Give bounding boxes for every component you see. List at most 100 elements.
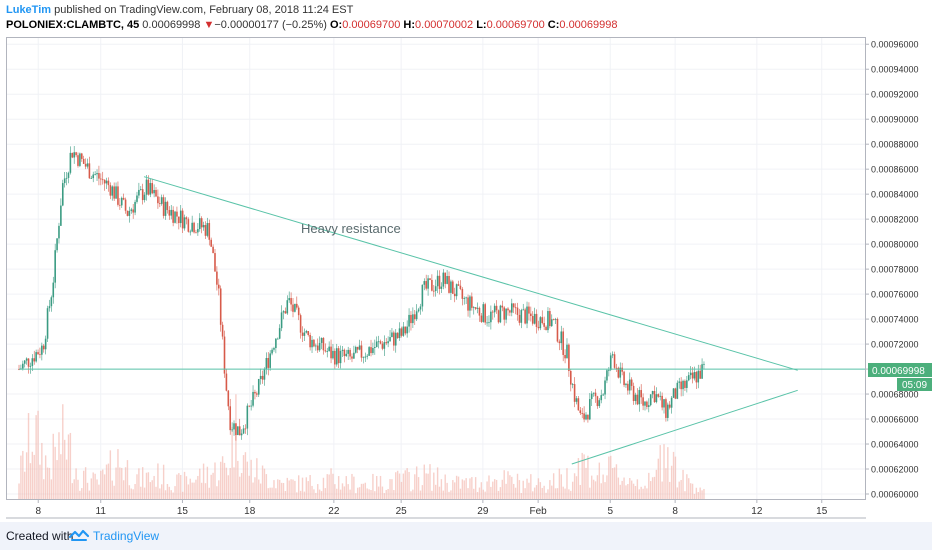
volume-bar (58, 432, 60, 499)
candle-body (219, 288, 222, 325)
candle-body (113, 186, 115, 199)
volume-bar (299, 490, 302, 499)
candle-body (512, 303, 515, 308)
candle-body (579, 410, 582, 414)
volume-bar (298, 475, 300, 499)
candle-body (533, 313, 536, 324)
candle-body (238, 426, 241, 436)
volume-bar (117, 449, 119, 499)
annotation-heavy-resistance[interactable]: Heavy resistance (301, 221, 401, 236)
candle-body (139, 189, 142, 190)
volume-bar (444, 474, 446, 499)
volume-bar (402, 473, 405, 499)
volume-bar (425, 473, 427, 499)
candle-body (27, 358, 30, 367)
volume-bar (377, 486, 380, 499)
author-link[interactable]: LukeTim (6, 4, 52, 16)
candle-body (511, 303, 513, 313)
candle-body (402, 326, 405, 336)
candle-body (432, 290, 435, 292)
volume-bar (46, 467, 49, 499)
tradingview-logo-icon[interactable] (69, 527, 89, 543)
candle-body (573, 384, 576, 402)
volume-bar (554, 488, 557, 499)
candle-body (550, 319, 553, 327)
candle-body (653, 391, 656, 403)
candle-body (659, 395, 662, 397)
candle-body (318, 342, 321, 351)
candle-body (444, 272, 447, 284)
price-axis[interactable]: 0.00060000 0.00062000 0.00064000 0.00066000… (865, 40, 919, 500)
volume-bar (545, 492, 547, 499)
candle-body (642, 397, 644, 406)
candle-body (693, 372, 696, 379)
candle-body (214, 253, 216, 272)
candle-body (615, 367, 618, 369)
volume-bar (271, 487, 273, 499)
candle-body (503, 307, 505, 320)
candle-body (680, 381, 682, 390)
tradingview-brand-link[interactable]: TradingView (93, 529, 160, 543)
volume-bar (457, 476, 460, 499)
volume-bar (665, 468, 667, 499)
volume-bar (140, 486, 142, 499)
volume-bar (322, 477, 325, 499)
candle-body (288, 298, 290, 301)
volume-bar (37, 410, 39, 499)
candle-body (278, 328, 281, 339)
price-chart[interactable]: 0.00060000 0.00062000 0.00064000 0.00066000… (0, 0, 932, 522)
candle-body (699, 370, 701, 379)
volume-bar (273, 480, 275, 499)
volume-bar (288, 480, 290, 499)
candle-body (187, 219, 190, 232)
symbol-label[interactable]: POLONIEX:CLAMBTC, 45 (6, 19, 140, 31)
volume-bar (528, 482, 530, 499)
volume-bar (353, 476, 355, 499)
candle-body (155, 189, 157, 197)
volume-bar (684, 491, 686, 499)
candle-body (687, 375, 690, 381)
volume-bar (54, 446, 56, 499)
trendlines[interactable] (19, 176, 865, 465)
low-value: 0.00069700 (486, 19, 545, 31)
volume-bar (431, 490, 433, 499)
candle-body (117, 186, 119, 205)
price-tick-label: 0.00096000 (871, 40, 919, 50)
volume-bar (362, 483, 365, 499)
price-tick-label: 0.00080000 (871, 240, 919, 250)
candle-body (181, 210, 184, 229)
volume-bar (381, 486, 384, 499)
candle-body (372, 348, 374, 354)
volume-bar (535, 485, 538, 499)
volume-bar (663, 444, 665, 499)
footer-bar: Created with TradingView (0, 522, 932, 550)
volume-bar (134, 483, 136, 499)
candle-body (590, 393, 593, 400)
candle-body (611, 354, 614, 356)
volume-bar (121, 467, 123, 499)
candle-body (311, 339, 313, 348)
candle-body (434, 286, 437, 292)
price-tick-label: 0.00082000 (871, 215, 919, 225)
candle-body (335, 348, 338, 365)
volume-bar (648, 472, 650, 499)
candle-body (646, 401, 648, 407)
candle-body (216, 271, 218, 285)
volume-bar (594, 481, 597, 499)
time-axis[interactable]: 8 11 15 18 22 25 29 Feb 5 8 12 15 (35, 499, 828, 517)
candle-body (176, 211, 178, 217)
volume-bar (636, 479, 639, 499)
volume-bar (469, 478, 471, 499)
candle-body (571, 384, 574, 385)
candle-body (269, 353, 271, 368)
volume-bar (326, 474, 328, 499)
volume-bar (516, 473, 519, 499)
volume-bar (644, 485, 646, 499)
close-value: 0.00069998 (559, 19, 618, 31)
volume-bar (193, 482, 195, 499)
volume-bar (301, 477, 304, 499)
price-tick-label: 0.00092000 (871, 90, 919, 100)
candle-body (328, 346, 330, 352)
publish-info: published on TradingView.com, February 0… (51, 4, 354, 16)
volume-bar (258, 479, 260, 499)
